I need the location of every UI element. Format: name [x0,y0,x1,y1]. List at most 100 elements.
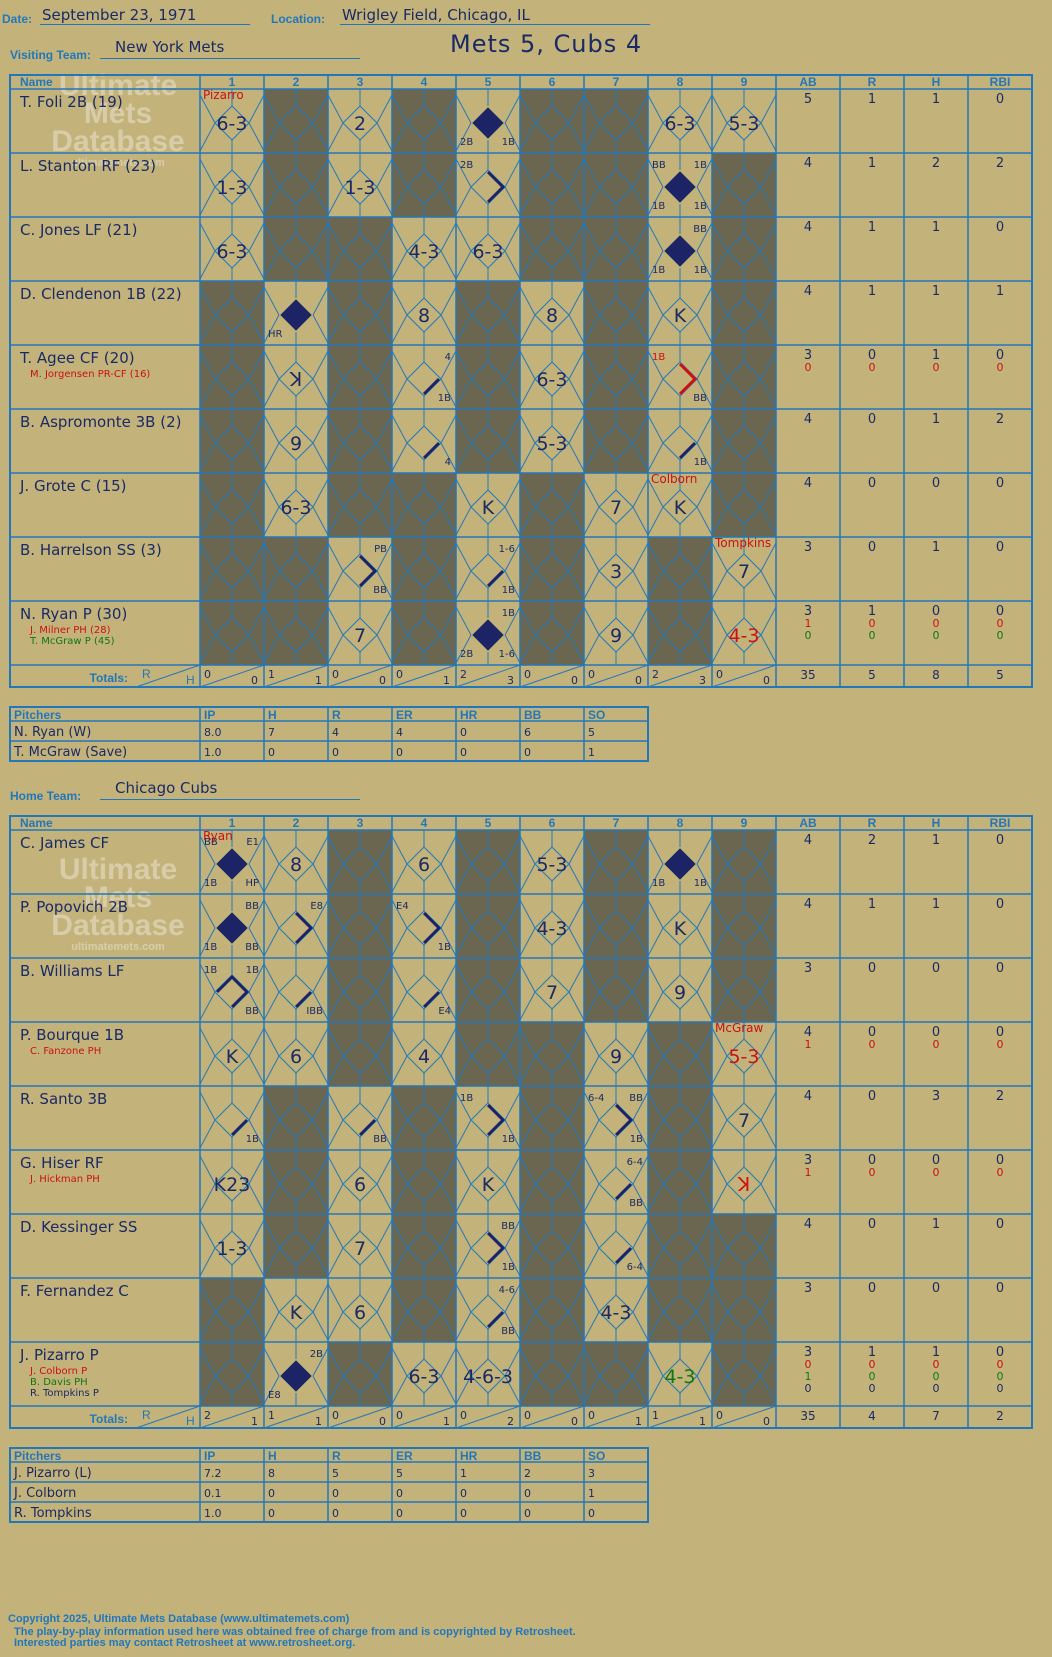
watermark-visitors: Ultimate Mets Database ultimatemets.com [51,69,185,170]
home-pitch-value: 1 [588,1487,595,1500]
home-play-result: 7 [354,1238,366,1260]
home-guide-line [263,1219,280,1249]
home-stat-value: 3 [804,961,812,976]
visitors-stat-value: 0 [805,361,812,374]
visitors-play-note: 1B [652,265,665,276]
home-guide-line [760,1027,777,1057]
visitors-run-diamond [664,235,696,267]
home-base-diamond [726,1358,762,1394]
visitors-base-diamond [662,425,698,461]
visitors-guide-line [632,442,649,472]
visitors-guide-line [248,442,265,472]
home-guide-line [199,1155,216,1185]
visitors-guide-line [263,122,280,152]
visitors-guide-line [632,506,649,536]
home-stat-value: 0 [996,961,1004,976]
home-total-stat: 4 [868,1409,876,1423]
visitors-stat-value: 0 [996,540,1004,555]
home-stat-value: 0 [933,1166,940,1179]
home-guide-line [248,1119,265,1149]
home-base-diamond [470,910,506,946]
home-inning-runs: 0 [524,1409,531,1422]
footer-retrosheet: The play-by-play information used here w… [14,1626,576,1638]
home-pitch-header: Pitchers [14,1449,62,1463]
visitors-guide-line [391,542,408,572]
home-pitch-value: 0 [332,1487,339,1500]
home-base-diamond [214,1230,250,1266]
visitors-inning-runs: 0 [716,668,723,681]
home-stat-value: 3 [804,1153,812,1168]
home-guide-line [583,1347,600,1377]
visitors-guide-line [312,314,329,344]
visitors-base-diamond [662,105,698,141]
visitors-base-diamond [342,361,378,397]
visitors-guide-line [455,314,472,344]
home-guide-line [263,1155,280,1185]
visitors-sub-name: T. McGraw P (45) [29,636,115,647]
home-guide-line [327,1283,344,1313]
visitors-guide-line [263,94,280,124]
home-base-diamond [534,1230,570,1266]
visitors-stat-value: 1 [932,540,940,555]
visitors-guide-line [312,222,329,252]
home-guide-line [568,899,585,929]
visitors-guide-line [199,570,216,600]
home-guide-line [199,863,216,893]
home-guide-line [568,963,585,993]
visitors-base-diamond [726,489,762,525]
visitors-base-diamond [598,425,634,461]
visitors-guide-line [711,542,728,572]
home-play-note: BB [204,837,218,848]
visitors-pitch-header: BB [524,708,542,722]
home-stat-value: 0 [933,1358,940,1371]
home-guide-line [312,1219,329,1249]
home-play-note: BB [629,1093,643,1104]
home-guide-line [504,963,521,993]
home-stat-value: 0 [933,1038,940,1051]
home-guide-line [568,1375,585,1405]
visitors-pitching-change: Pizarro [203,88,244,102]
home-play-result: K23 [214,1174,251,1196]
visitors-guide-line [647,506,664,536]
visitors-guide-line [711,414,728,444]
home-guide-line [583,899,600,929]
home-base-diamond [470,1038,506,1074]
home-sub-name: J. Hickman PH [29,1174,100,1185]
home-guide-line [248,1055,265,1085]
visitors-guide-line [696,606,713,636]
visitors-base-diamond [214,361,250,397]
home-guide-line [391,835,408,865]
visitors-play-note: BB [693,224,707,235]
visitors-guide-line [760,94,777,124]
home-inning-runs: 0 [332,1409,339,1422]
home-guide-line [632,1055,649,1085]
visitors-guide-line [327,94,344,124]
home-guide-line [696,1347,713,1377]
home-stat-value: 1 [932,1345,940,1360]
visitors-guide-line [696,314,713,344]
visitors-guide-line [568,542,585,572]
visitors-guide-line [632,542,649,572]
home-stat-value: 4 [804,1025,812,1040]
home-guide-line [455,899,472,929]
visitors-guide-line [312,606,329,636]
visitors-guide-line [760,186,777,216]
visitors-guide-line [455,570,472,600]
visitors-guide-line [568,286,585,316]
home-guide-line [647,1183,664,1213]
visitors-base-diamond [534,425,570,461]
visitors-base-diamond [406,233,442,269]
visitors-guide-line [199,378,216,408]
visitors-guide-line [504,314,521,344]
visitors-run-diamond [472,619,504,651]
home-base-diamond [598,1166,634,1202]
visitors-stat-value: 3 [804,604,812,619]
home-basepath [614,1246,633,1265]
visitors-guide-line [711,378,728,408]
home-guide-line [248,863,265,893]
visitors-base-diamond [726,361,762,397]
visitors-guide-line [696,478,713,508]
home-guide-line [440,1283,457,1313]
visitors-guide-line [568,222,585,252]
